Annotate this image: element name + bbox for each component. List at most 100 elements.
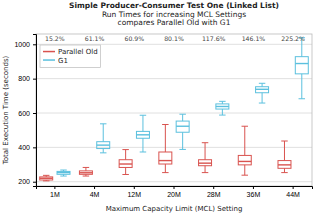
y-tick: 600 — [18, 110, 36, 117]
x-tick-label: 4M — [90, 191, 100, 198]
box — [79, 171, 92, 174]
y-axis-title: Total Execution Time (seconds) — [2, 55, 10, 165]
cap-low — [60, 176, 66, 177]
x-tick: 28M — [207, 186, 221, 198]
x-axis-title: Maximum Capacity Limit (MCL) Setting — [106, 205, 243, 213]
box-plot — [57, 170, 70, 176]
cap-low — [281, 172, 287, 173]
annotation: 61.1% — [85, 35, 105, 42]
cap-low — [242, 175, 248, 176]
whisker-low — [125, 167, 126, 174]
median — [295, 63, 308, 64]
whisker-high — [85, 167, 86, 170]
cap-low — [299, 98, 305, 99]
cap-high — [100, 123, 106, 124]
y-tick: 1000 — [14, 41, 36, 48]
cap-low — [179, 149, 185, 150]
annotation: 80.1% — [164, 35, 184, 42]
median — [136, 134, 149, 135]
annotation: 225.2% — [281, 35, 305, 42]
cap-high — [83, 167, 89, 168]
box — [159, 152, 172, 164]
whisker-high — [103, 124, 104, 142]
box — [119, 160, 132, 168]
cap-low — [83, 176, 89, 177]
legend-swatch — [43, 51, 55, 53]
x-tick-label: 20M — [167, 191, 181, 198]
whisker-low — [142, 138, 143, 152]
x-tick: 36M — [247, 186, 261, 198]
box-plot — [79, 167, 92, 176]
legend: Parallel OldG1 — [40, 45, 101, 68]
median — [278, 164, 291, 165]
x-tick-label: 44M — [286, 191, 300, 198]
whisker-low — [222, 109, 223, 115]
y-axis-line — [33, 35, 37, 187]
legend-label: Parallel Old — [58, 48, 98, 56]
annotations: 15.2%61.1%60.9%80.1%117.6%146.1%225.2% — [45, 35, 305, 42]
marks — [40, 38, 309, 181]
box — [40, 177, 53, 180]
annotation: 15.2% — [45, 35, 65, 42]
box — [199, 160, 212, 166]
x-tick: 44M — [286, 186, 300, 198]
cap-low — [140, 151, 146, 152]
cap-low — [202, 172, 208, 173]
median — [119, 163, 132, 164]
box-plot — [256, 83, 269, 103]
box-plot — [97, 124, 110, 153]
x-tick-mark — [134, 186, 135, 189]
grid — [36, 44, 312, 181]
cap-high — [242, 126, 248, 127]
whisker-high — [182, 114, 183, 121]
box-plot — [199, 143, 212, 173]
title-group: Simple Producer-Consumer Test One (Linke… — [69, 1, 279, 27]
annotation: 60.9% — [124, 35, 144, 42]
cap-low — [259, 103, 265, 104]
y-tick-label: 800 — [18, 75, 30, 82]
title: compares Parallel Old with G1 — [118, 18, 231, 27]
whisker-low — [284, 168, 285, 172]
whisker-high — [125, 150, 126, 160]
whisker-high — [205, 143, 206, 160]
plot: 20040060080010001M4M12M20M28M36M44M15.2%… — [14, 34, 312, 198]
whisker-high — [142, 115, 143, 131]
cap-high — [43, 175, 49, 176]
box — [256, 87, 269, 93]
median — [216, 106, 229, 107]
median — [256, 89, 269, 90]
cap-high — [219, 101, 225, 102]
cap-high — [122, 149, 128, 150]
whisker-low — [182, 132, 183, 149]
legend-item: Parallel Old — [43, 48, 98, 56]
whisker-high — [262, 83, 263, 86]
cap-high — [281, 141, 287, 142]
box-plot — [176, 114, 189, 149]
box-plot — [216, 101, 229, 115]
whisker-low — [165, 164, 166, 173]
y-tick-label: 600 — [18, 110, 30, 117]
cap-high — [179, 114, 185, 115]
series — [40, 125, 291, 181]
grid-line — [36, 147, 312, 148]
box — [136, 131, 149, 138]
x-axis-line — [37, 187, 313, 190]
x-tick-mark — [54, 186, 55, 189]
median — [79, 172, 92, 173]
annotation: 117.6% — [202, 35, 226, 42]
whisker-low — [301, 74, 302, 99]
grid-line — [36, 78, 312, 79]
median — [97, 144, 110, 145]
x-tick-label: 36M — [247, 191, 261, 198]
cap-low — [162, 172, 168, 173]
cap-low — [219, 115, 225, 116]
y-tick-mark — [33, 147, 36, 148]
cap-high — [162, 124, 168, 125]
box-plot — [238, 126, 251, 175]
median — [238, 161, 251, 162]
x-tick: 1M — [50, 186, 60, 198]
y-tick: 800 — [18, 75, 36, 82]
whisker-high — [244, 126, 245, 155]
y-tick-mark — [33, 113, 36, 114]
box — [176, 121, 189, 132]
